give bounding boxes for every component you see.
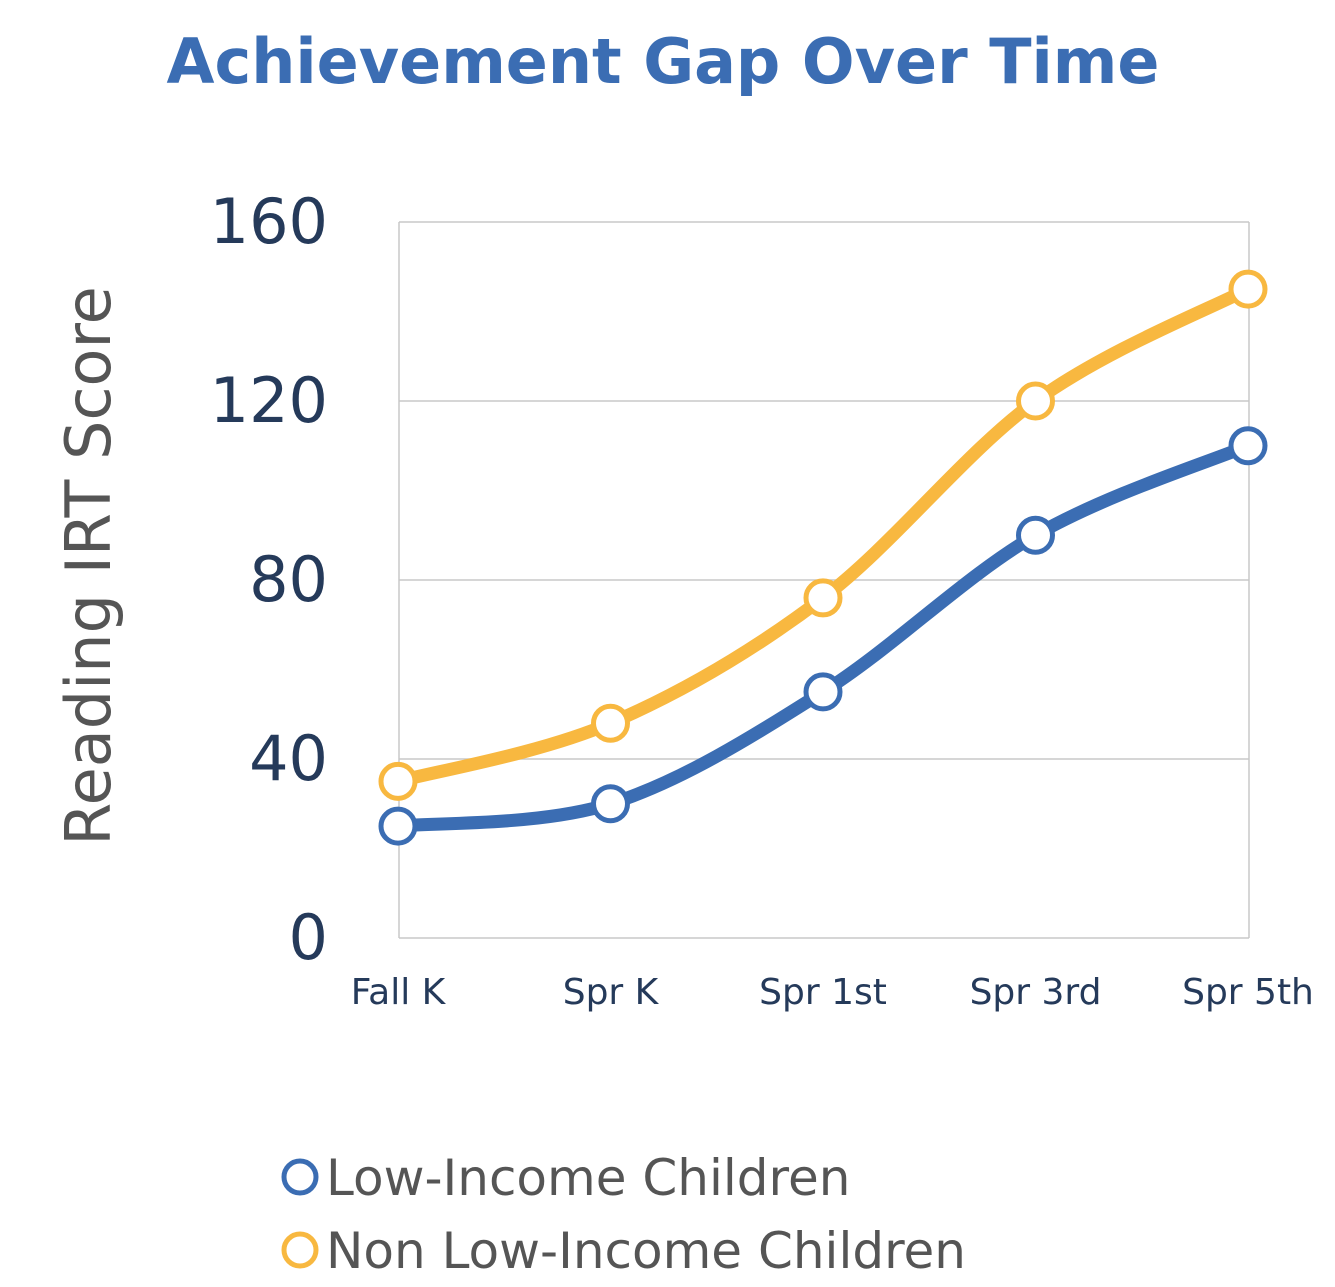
data-point bbox=[803, 672, 843, 712]
data-point bbox=[378, 761, 418, 801]
series-non-low-income bbox=[378, 269, 1268, 801]
legend-marker bbox=[281, 1158, 319, 1196]
x-tick-label: Fall K bbox=[351, 972, 447, 1013]
y-axis-ticks: 0 40 80 120 160 bbox=[210, 185, 328, 974]
data-point bbox=[1228, 269, 1268, 309]
grid-lines bbox=[398, 221, 1250, 939]
y-tick-label: 40 bbox=[249, 722, 328, 795]
data-point bbox=[591, 784, 630, 824]
x-tick-label: Spr 1st bbox=[759, 972, 887, 1013]
x-tick-label: Spr 3rd bbox=[970, 972, 1102, 1013]
legend: Low-Income Children Non Low-Income Childr… bbox=[281, 1149, 966, 1280]
x-tick-label: Spr K bbox=[563, 972, 660, 1013]
series-low-income bbox=[378, 426, 1268, 846]
x-axis-ticks: Fall K Spr K Spr 1st Spr 3rd Spr 5th bbox=[351, 972, 1314, 1013]
legend-marker bbox=[281, 1231, 319, 1269]
data-point bbox=[1016, 515, 1055, 555]
legend-label: Low-Income Children bbox=[326, 1149, 850, 1207]
y-tick-label: 0 bbox=[289, 901, 328, 974]
data-point bbox=[1016, 381, 1055, 421]
x-tick-label: Spr 5th bbox=[1182, 972, 1314, 1013]
series-lines bbox=[378, 269, 1268, 846]
data-point bbox=[378, 806, 418, 846]
y-tick-label: 160 bbox=[210, 185, 328, 258]
data-point bbox=[591, 703, 630, 743]
legend-label: Non Low-Income Children bbox=[326, 1222, 966, 1280]
chart-title: Achievement Gap Over Time bbox=[167, 25, 1160, 98]
y-tick-label: 80 bbox=[249, 543, 328, 616]
y-axis-label: Reading IRT Score bbox=[52, 286, 125, 845]
data-point bbox=[803, 578, 843, 618]
series-line bbox=[391, 439, 1255, 833]
data-point bbox=[1228, 426, 1268, 466]
y-tick-label: 120 bbox=[210, 364, 328, 437]
